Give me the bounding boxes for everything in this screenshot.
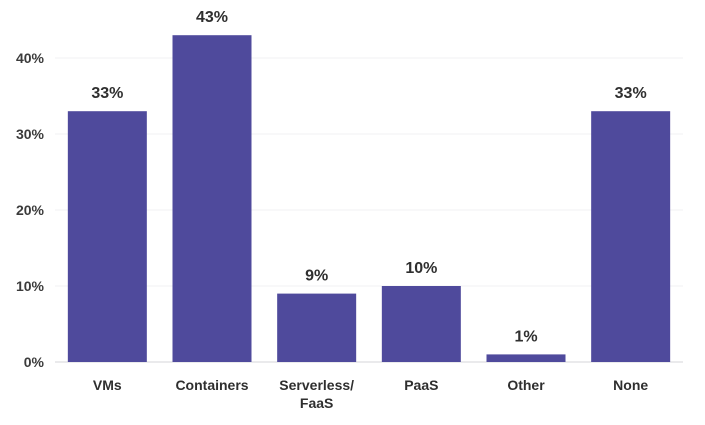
data-label: 33% (615, 85, 647, 102)
bar-layer (67, 35, 671, 362)
bar (277, 293, 357, 362)
data-label: 10% (405, 260, 437, 277)
x-tick-label: None (613, 377, 648, 393)
bar (486, 354, 566, 362)
y-tick-label: 40% (16, 50, 45, 66)
x-tick-label: Serverless/FaaS (279, 377, 354, 411)
y-tick-label: 0% (24, 354, 45, 370)
bar (591, 111, 671, 362)
axis-layer: 0% 10% 20% 30% 40% (16, 50, 683, 370)
data-label: 1% (514, 328, 537, 345)
data-label: 9% (305, 268, 328, 285)
bar (67, 111, 147, 362)
x-tick-label: PaaS (404, 377, 438, 393)
label-layer: 33% VMs 43% Containers 9% Serverless/FaaS 10% P… (91, 9, 648, 411)
data-label: 33% (91, 85, 123, 102)
x-tick-label: VMs (93, 377, 122, 393)
data-label: 43% (196, 9, 228, 26)
bar (172, 35, 252, 362)
y-tick-label: 10% (16, 278, 45, 294)
y-tick-label: 20% (16, 202, 45, 218)
grid-layer (55, 57, 683, 287)
bar (381, 286, 461, 362)
x-tick-label: Other (507, 377, 545, 393)
y-tick-label: 30% (16, 126, 45, 142)
x-tick-label: Containers (175, 377, 248, 393)
